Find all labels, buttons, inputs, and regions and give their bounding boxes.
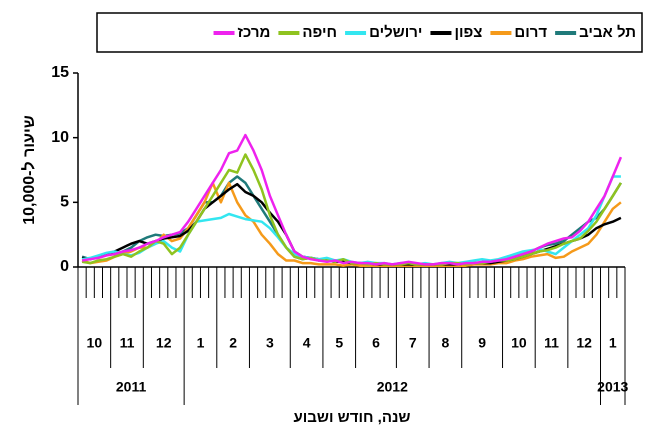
month-label: 7	[409, 335, 417, 351]
legend-label: תל אביב	[579, 24, 636, 41]
legend-box	[96, 12, 643, 53]
legend-label: דרום	[514, 24, 547, 41]
month-label: 10	[87, 335, 103, 351]
month-label: 12	[576, 335, 592, 351]
month-label: 11	[120, 335, 135, 351]
year-label: 2012	[377, 379, 408, 395]
x-axis-title: שנה, חודש ושבוע	[293, 409, 410, 426]
month-label: 4	[303, 335, 311, 351]
year-label: 2011	[116, 379, 147, 395]
year-label: 2013	[597, 379, 628, 395]
month-label: 9	[478, 335, 486, 351]
y-tick-label: 10	[51, 129, 69, 146]
legend-label: מרכז	[238, 24, 271, 41]
month-label: 12	[156, 335, 172, 351]
series-line	[81, 153, 622, 266]
legend-label: חיפה	[302, 24, 337, 41]
y-tick-label: 0	[60, 258, 69, 275]
month-label: 6	[372, 335, 380, 351]
y-tick-label: 5	[60, 194, 69, 211]
series-line	[81, 133, 623, 266]
y-tick-label: 15	[51, 64, 69, 81]
legend-label: ירושלים	[369, 24, 422, 41]
month-label: 10	[511, 335, 527, 351]
month-label: 11	[544, 335, 559, 351]
month-label: 3	[266, 335, 274, 351]
month-label: 5	[335, 335, 343, 351]
month-label: 1	[197, 335, 205, 351]
month-label: 1	[609, 335, 617, 351]
month-label: 8	[441, 335, 449, 351]
series-line	[81, 181, 622, 267]
legend-label: צפון	[454, 24, 482, 41]
y-axis-title: שיעור ל-10,000	[20, 115, 38, 225]
month-label: 2	[229, 335, 237, 351]
